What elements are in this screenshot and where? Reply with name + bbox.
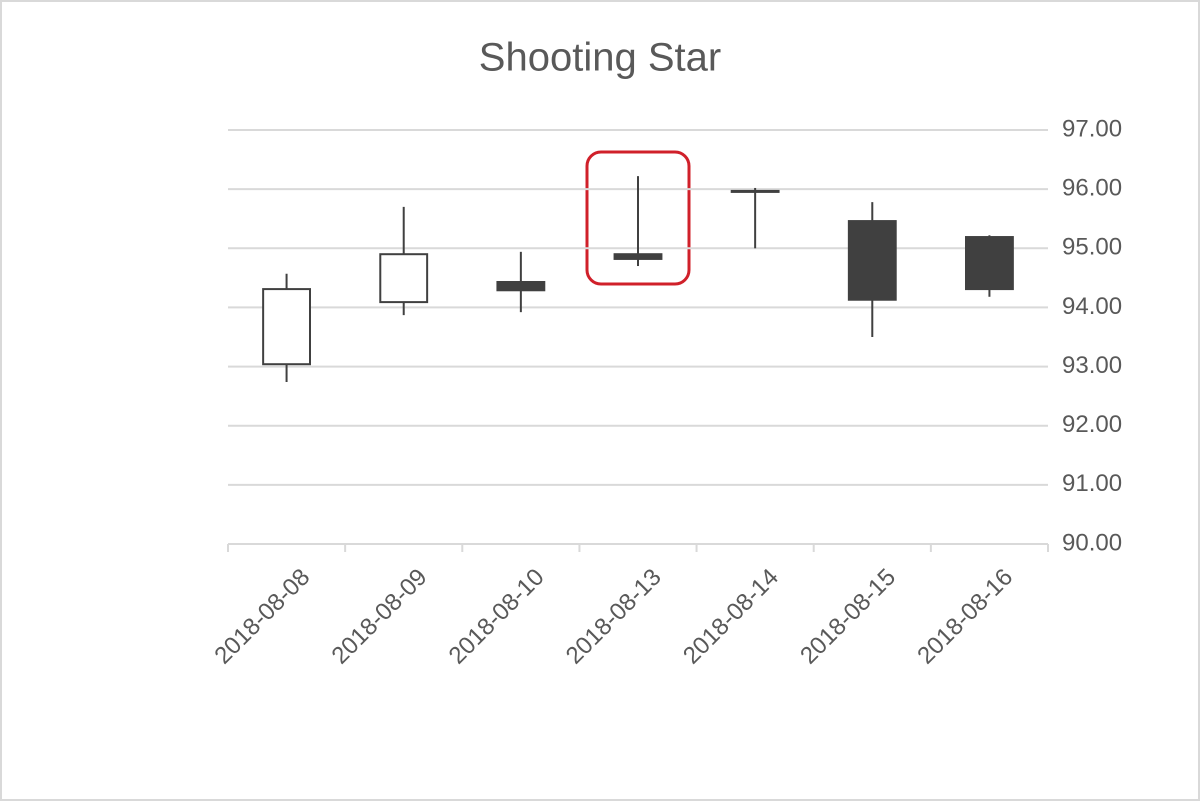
y-tick-label: 93.00 <box>1062 352 1122 379</box>
y-tick-label: 97.00 <box>1062 115 1122 142</box>
candle-body <box>496 280 546 292</box>
candle-body <box>965 236 1014 291</box>
candle-body <box>262 288 311 366</box>
y-tick-label: 91.00 <box>1062 470 1122 497</box>
y-tick-label: 95.00 <box>1062 234 1122 261</box>
candle-body <box>379 253 429 304</box>
y-tick-label: 92.00 <box>1062 411 1122 438</box>
y-tick-label: 94.00 <box>1062 293 1122 320</box>
chart-title: Shooting Star <box>479 36 721 80</box>
candle-body <box>730 189 780 193</box>
candle-body <box>613 253 663 260</box>
candle-body <box>847 220 897 301</box>
y-tick-label: 96.00 <box>1062 174 1122 201</box>
highlight-box <box>585 150 691 286</box>
y-tick-label: 90.00 <box>1062 529 1122 556</box>
